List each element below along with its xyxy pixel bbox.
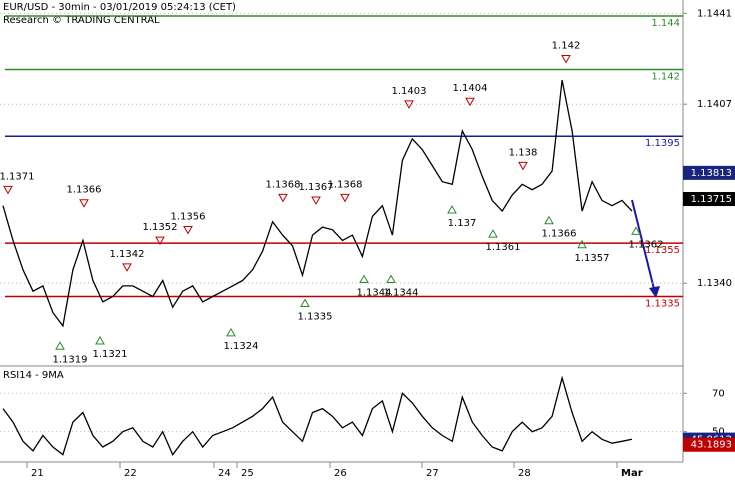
high-label: 1.1371 xyxy=(0,171,35,182)
level-label: 1.1355 xyxy=(645,245,680,256)
low-marker xyxy=(544,215,554,225)
low-label: 1.1335 xyxy=(298,312,333,323)
x-tick-label: 27 xyxy=(426,468,439,479)
high-label: 1.1368 xyxy=(266,179,301,190)
high-marker xyxy=(404,100,414,109)
level-label: 1.142 xyxy=(651,71,680,82)
high-marker xyxy=(79,199,89,208)
price-line xyxy=(2,79,633,328)
price-box: 1.13813 xyxy=(683,165,735,180)
rsi-title: RSI14 - 9MA xyxy=(3,370,64,381)
low-label: 1.1324 xyxy=(224,341,259,352)
low-marker xyxy=(95,335,105,345)
low-marker xyxy=(300,298,310,308)
high-label: 1.1367 xyxy=(299,182,334,193)
low-marker xyxy=(488,229,498,238)
high-label: 1.142 xyxy=(552,40,581,51)
low-label: 1.1321 xyxy=(93,349,128,360)
low-label: 1.1344 xyxy=(357,287,392,298)
price-box-label: 43.1893 xyxy=(691,440,732,451)
high-marker xyxy=(278,193,288,203)
low-marker xyxy=(55,341,65,350)
high-label: 1.138 xyxy=(509,147,538,158)
chart-subtitle: Research © TRADING CENTRAL xyxy=(3,15,160,26)
x-tick-label: 21 xyxy=(31,468,44,479)
high-marker xyxy=(3,185,13,195)
high-marker xyxy=(122,263,132,272)
price-box: 1.13715 xyxy=(683,192,735,207)
low-label: 1.1344 xyxy=(384,287,419,298)
x-tick-label: 26 xyxy=(334,468,347,479)
level-label: 1.144 xyxy=(651,18,680,29)
high-marker xyxy=(183,225,193,235)
x-tick-label: 25 xyxy=(241,468,254,479)
price-box-label: 1.13813 xyxy=(691,168,732,179)
high-label: 1.1342 xyxy=(110,249,145,260)
high-marker xyxy=(518,161,528,171)
level-label: 1.1395 xyxy=(645,138,680,149)
low-label: 1.1361 xyxy=(486,242,521,253)
high-label: 1.1356 xyxy=(171,211,206,222)
y-tick-label: 70 xyxy=(712,388,725,399)
projection-arrow-head xyxy=(649,286,660,298)
x-tick-label: 22 xyxy=(124,468,137,479)
price-line xyxy=(2,375,633,456)
low-label: 1.1357 xyxy=(575,253,610,264)
low-marker xyxy=(631,226,641,235)
y-tick-label: 50 xyxy=(712,427,725,438)
high-label: 1.1352 xyxy=(143,222,178,233)
low-label: 1.137 xyxy=(448,218,477,229)
high-label: 1.1404 xyxy=(453,83,488,94)
x-tick-label: 28 xyxy=(518,468,531,479)
high-marker xyxy=(465,97,475,107)
low-marker xyxy=(386,274,396,283)
high-label: 1.1368 xyxy=(328,179,363,190)
x-tick-label: Mar xyxy=(621,468,643,479)
high-marker xyxy=(155,236,165,246)
price-box-bg xyxy=(683,192,735,207)
high-marker xyxy=(340,193,350,203)
projection-arrow xyxy=(631,199,656,294)
chart-title: EUR/USD - 30min - 03/01/2019 05:24:13 (C… xyxy=(3,2,236,13)
low-marker xyxy=(226,327,236,337)
price-box-bg xyxy=(683,165,735,180)
high-label: 1.1366 xyxy=(67,185,102,196)
y-tick-label: 1.1441 xyxy=(697,8,732,19)
low-label: 1.1319 xyxy=(53,354,88,365)
low-marker xyxy=(577,239,587,249)
price-box: 43.1893 xyxy=(683,437,735,452)
high-label: 1.1403 xyxy=(392,86,427,97)
low-marker xyxy=(359,274,369,283)
x-tick-label: 24 xyxy=(218,468,231,479)
low-marker xyxy=(447,205,457,214)
level-label: 1.1335 xyxy=(645,299,680,310)
y-tick-label: 1.1407 xyxy=(697,99,732,110)
low-label: 1.1366 xyxy=(542,229,577,240)
high-marker xyxy=(561,54,571,64)
price-box-bg xyxy=(683,437,735,452)
high-marker xyxy=(311,196,321,206)
y-tick-label: 1.1340 xyxy=(697,278,732,289)
price-box-label: 1.13715 xyxy=(691,194,732,205)
low-label: 1.1362 xyxy=(629,239,664,250)
